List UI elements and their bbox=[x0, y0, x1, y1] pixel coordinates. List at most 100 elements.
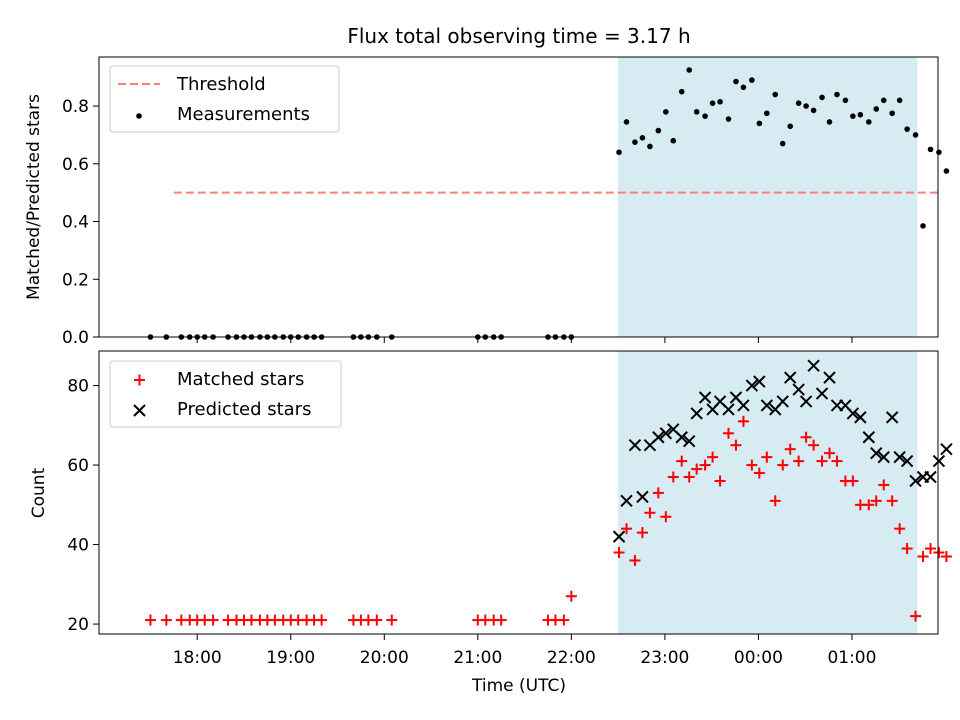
predicted-star-point bbox=[745, 379, 759, 392]
matched-star-point bbox=[676, 455, 688, 467]
measurement-point bbox=[764, 110, 770, 117]
matched-star-point bbox=[667, 471, 679, 483]
predicted-star-point bbox=[760, 399, 774, 412]
matched-star-point bbox=[793, 455, 805, 467]
matched-star-point bbox=[824, 447, 836, 459]
matched-star-point bbox=[784, 443, 796, 455]
x-tick-label: 22:00 bbox=[547, 648, 596, 668]
predicted-star-stroke bbox=[628, 438, 642, 452]
matched-star-point bbox=[761, 451, 773, 463]
predicted-star-stroke bbox=[792, 383, 805, 396]
matched-star-point bbox=[613, 547, 625, 559]
measurement-point bbox=[709, 100, 716, 106]
measurement-point bbox=[616, 149, 622, 156]
bottom-y-tick-label: 60 bbox=[67, 456, 89, 476]
matched-star-point bbox=[386, 614, 398, 626]
predicted-star-stroke bbox=[839, 399, 852, 412]
matched-star-point bbox=[777, 459, 789, 471]
predicted-star-point bbox=[893, 450, 906, 464]
predicted-star-stroke bbox=[620, 494, 633, 508]
measurement-point bbox=[943, 168, 950, 174]
measurement-point bbox=[880, 97, 887, 104]
matched-star-point bbox=[652, 487, 664, 499]
x-tick-label: 23:00 bbox=[640, 648, 689, 668]
measurement-point bbox=[779, 140, 786, 147]
matched-star-point bbox=[660, 511, 672, 523]
predicted-star-point bbox=[807, 359, 820, 372]
predicted-star-point bbox=[659, 427, 673, 440]
bottom-y-tick-label: 40 bbox=[67, 536, 89, 556]
x-tick-label: 01:00 bbox=[827, 648, 876, 668]
measurement-point bbox=[749, 77, 755, 83]
predicted-star-point bbox=[870, 446, 883, 460]
matched-star-point bbox=[636, 527, 648, 539]
legend-measurements-swatch bbox=[136, 113, 142, 119]
predicted-star-stroke bbox=[909, 474, 922, 488]
matched-star-point bbox=[644, 507, 656, 519]
measurement-point bbox=[639, 135, 646, 141]
measurement-point bbox=[647, 143, 653, 150]
predicted-star-point bbox=[652, 431, 665, 444]
predicted-star-point bbox=[909, 474, 922, 488]
matched-star-point bbox=[933, 547, 945, 559]
bottom-observing-window-shade bbox=[618, 351, 918, 634]
top-y-tick-label: 0.6 bbox=[62, 155, 89, 175]
matched-star-point bbox=[870, 495, 882, 507]
predicted-star-point bbox=[784, 371, 797, 384]
predicted-star-stroke bbox=[885, 411, 899, 424]
matched-star-point bbox=[691, 463, 703, 475]
top-y-tick-label: 0.8 bbox=[62, 97, 89, 117]
predicted-star-point bbox=[877, 450, 890, 464]
predicted-star-point bbox=[612, 530, 626, 543]
measurement-point bbox=[702, 113, 708, 119]
matched-star-point bbox=[160, 614, 172, 626]
legend-matched-label: Matched stars bbox=[177, 369, 304, 390]
matched-star-point bbox=[831, 455, 843, 467]
matched-star-point bbox=[565, 590, 577, 602]
predicted-star-point bbox=[792, 383, 805, 396]
matched-star-point bbox=[746, 459, 758, 471]
measurement-point bbox=[873, 106, 880, 112]
predicted-star-point bbox=[690, 407, 703, 420]
matched-star-point bbox=[863, 499, 875, 511]
predicted-star-stroke bbox=[675, 431, 688, 444]
predicted-star-stroke bbox=[823, 371, 836, 384]
matched-star-point bbox=[629, 554, 641, 566]
matched-star-point bbox=[730, 439, 742, 451]
predicted-star-point bbox=[932, 454, 946, 468]
matched-star-point bbox=[495, 614, 507, 626]
measurement-point bbox=[865, 119, 872, 125]
matched-star-point bbox=[722, 427, 734, 439]
top-observing-window-shade bbox=[618, 57, 918, 337]
predicted-star-stroke bbox=[932, 454, 946, 468]
predicted-star-stroke bbox=[729, 391, 743, 404]
measurement-point bbox=[663, 109, 669, 115]
predicted-star-stroke bbox=[815, 387, 829, 400]
measurement-point bbox=[693, 109, 700, 115]
predicted-star-stroke bbox=[846, 407, 860, 420]
measurement-point bbox=[756, 120, 763, 127]
predicted-star-stroke bbox=[745, 379, 759, 392]
matched-star-point bbox=[925, 543, 937, 555]
x-tick-label: 18:00 bbox=[173, 648, 222, 668]
predicted-star-point bbox=[636, 490, 649, 504]
predicted-star-stroke bbox=[870, 446, 883, 460]
predicted-star-stroke bbox=[784, 371, 797, 384]
measurement-point bbox=[623, 119, 630, 125]
top-y-axis-label: Matched/Predicted stars bbox=[24, 94, 44, 300]
measurement-point bbox=[920, 223, 926, 229]
measurement-point bbox=[912, 132, 919, 138]
predicted-star-point bbox=[924, 470, 937, 484]
matched-star-point bbox=[886, 495, 898, 507]
measurement-point bbox=[787, 123, 794, 130]
predicted-star-point bbox=[682, 435, 696, 448]
matched-star-point bbox=[940, 550, 952, 562]
measurement-point bbox=[795, 100, 802, 106]
measurement-point bbox=[772, 91, 779, 98]
measurement-point bbox=[842, 97, 849, 104]
predicted-star-stroke bbox=[698, 391, 712, 404]
top-y-tick-label: 0.2 bbox=[62, 270, 89, 290]
measurement-point bbox=[850, 113, 856, 119]
x-tick-label: 19:00 bbox=[266, 648, 315, 668]
legend-measurements-label: Measurements bbox=[177, 104, 310, 125]
